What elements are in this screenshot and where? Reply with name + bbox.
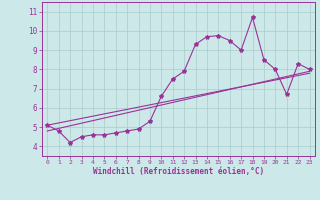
X-axis label: Windchill (Refroidissement éolien,°C): Windchill (Refroidissement éolien,°C): [93, 167, 264, 176]
